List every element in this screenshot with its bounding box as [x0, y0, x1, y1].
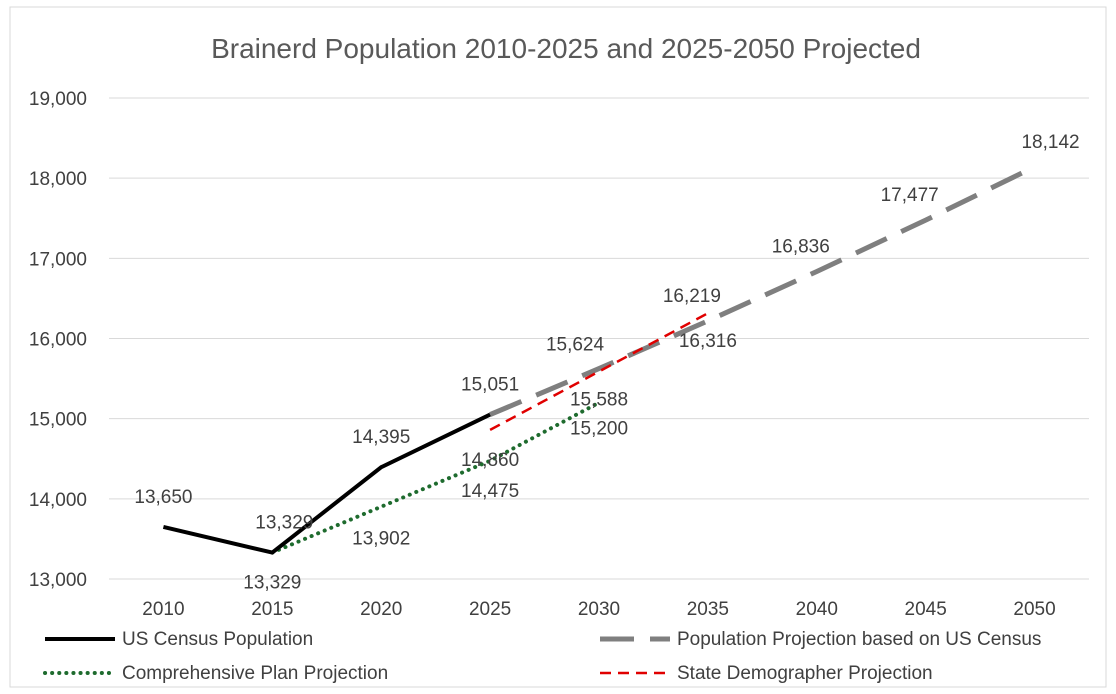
- legend-label: Population Projection based on US Census: [677, 629, 1041, 650]
- data-label: 14,475: [461, 481, 519, 502]
- x-tick-label: 2020: [360, 599, 402, 620]
- legend-label: US Census Population: [122, 629, 313, 650]
- x-tick-label: 2030: [578, 599, 620, 620]
- x-tick-label: 2015: [251, 599, 293, 620]
- data-label: 13,329: [255, 513, 313, 534]
- data-label: 13,902: [352, 529, 410, 550]
- y-tick-label: 18,000: [29, 169, 87, 190]
- data-label: 13,650: [134, 487, 192, 508]
- legend: US Census Population Population Projectio…: [43, 629, 1041, 684]
- y-tick-label: 19,000: [29, 89, 87, 110]
- y-tick-label: 17,000: [29, 249, 87, 270]
- series-line-2: [270, 400, 601, 555]
- x-tick-label: 2045: [905, 599, 947, 620]
- y-tick-label: 13,000: [29, 570, 87, 591]
- data-label: 15,200: [570, 419, 628, 440]
- x-tick-label: 2040: [796, 599, 838, 620]
- data-label: 16,836: [772, 236, 830, 257]
- y-tick-label: 14,000: [29, 490, 87, 511]
- legend-label: Comprehensive Plan Projection: [122, 663, 388, 684]
- y-tick-label: 15,000: [29, 410, 87, 431]
- data-label: 15,051: [461, 375, 519, 396]
- x-axis-ticks: 2010 2015 2020 2025 2030 2035 2040 2045 2050: [142, 599, 1055, 620]
- data-label: 18,142: [1021, 132, 1079, 153]
- y-axis-ticks: 13,000 14,000 15,000 16,000 17,000 18,000 19,0…: [29, 89, 87, 591]
- x-tick-label: 2010: [142, 599, 184, 620]
- gridlines: [109, 97, 1089, 580]
- chart-title: Brainerd Population 2010-2025 and 2025-2…: [211, 33, 921, 64]
- chart-border: [9, 6, 1107, 688]
- data-label: 15,588: [570, 390, 628, 411]
- x-tick-label: 2025: [469, 599, 511, 620]
- data-label: 16,219: [663, 286, 721, 307]
- data-label: 14,395: [352, 427, 410, 448]
- data-label: 15,624: [546, 335, 605, 356]
- x-tick-label: 2035: [687, 599, 729, 620]
- y-tick-label: 16,000: [29, 330, 87, 351]
- data-label: 17,477: [881, 185, 939, 206]
- legend-label: State Demographer Projection: [677, 663, 933, 684]
- x-tick-label: 2050: [1013, 599, 1055, 620]
- series-layer: [162, 164, 1036, 555]
- data-labels: 13,650 13,329 14,395 15,051 15,624 16,219 16,8…: [134, 132, 1079, 594]
- data-label: 13,329: [243, 573, 301, 594]
- series-line-3: [489, 312, 709, 432]
- series-line-0: [162, 412, 491, 555]
- data-label: 14,860: [461, 450, 519, 471]
- data-label: 16,316: [679, 331, 737, 352]
